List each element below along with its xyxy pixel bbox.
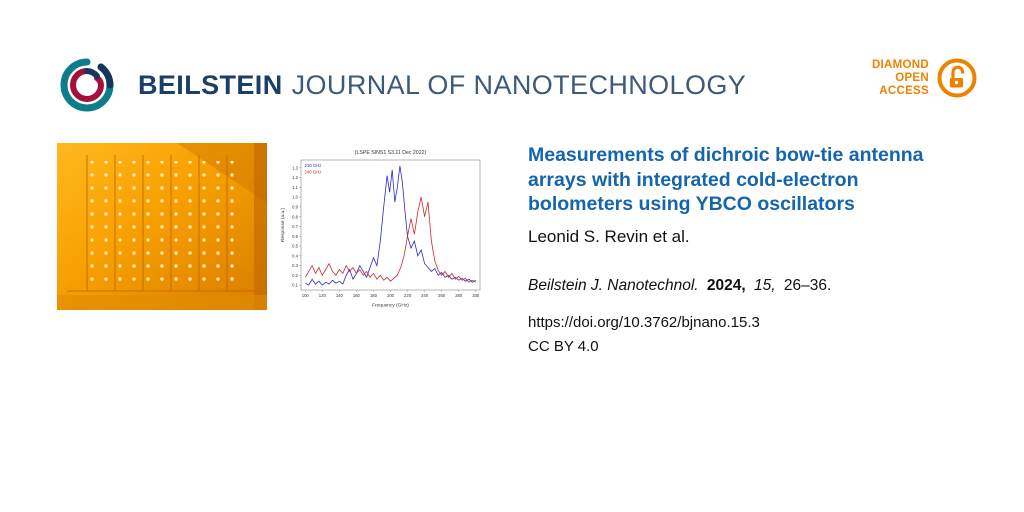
svg-text:1.2: 1.2 (292, 175, 298, 180)
article-authors: Leonid S. Revin et al. (528, 226, 690, 246)
beilstein-logo (57, 55, 117, 115)
svg-text:1.0: 1.0 (292, 195, 298, 200)
svg-text:Response (a.u.): Response (a.u.) (280, 208, 286, 243)
open-access-lock-icon (936, 57, 978, 99)
chip-micrograph (57, 143, 267, 310)
svg-text:240: 240 (421, 293, 429, 298)
svg-text:120: 120 (319, 293, 327, 298)
svg-text:Frequency (GHz): Frequency (GHz) (372, 303, 409, 309)
article-title: Measurements of dichroic bow-tie antenna… (528, 144, 924, 215)
response-chart: (LSPE SINS1 S3,11 Dec 2022) 0.1 0.2 0.3 0.4 0… (277, 143, 488, 310)
svg-text:200: 200 (387, 293, 395, 298)
svg-text:280: 280 (455, 293, 463, 298)
journal-title: BEILSTEIN JOURNAL OF NANOTECHNOLOGY (138, 55, 746, 115)
citation-journal: Beilstein J. Nanotechnol. (528, 276, 699, 294)
svg-text:0.4: 0.4 (292, 253, 298, 258)
response-chart-plot: (LSPE SINS1 S3,11 Dec 2022) 0.1 0.2 0.3 0.4 0… (280, 150, 481, 309)
svg-text:0.5: 0.5 (292, 244, 298, 249)
svg-text:0.2: 0.2 (292, 273, 298, 278)
svg-text:160: 160 (353, 293, 361, 298)
svg-text:0.7: 0.7 (292, 224, 298, 229)
open-access-badge: DIAMOND OPEN ACCESS (872, 57, 978, 99)
svg-text:300: 300 (472, 293, 480, 298)
journal-name-bold: BEILSTEIN (138, 69, 283, 100)
svg-text:180: 180 (370, 293, 378, 298)
doi-link[interactable]: https://doi.org/10.3762/bjnano.15.3 (528, 313, 760, 331)
svg-text:(LSPE SINS1 S3,11 Dec 2022): (LSPE SINS1 S3,11 Dec 2022) (355, 150, 427, 156)
svg-text:0.8: 0.8 (292, 214, 298, 219)
svg-text:1.1: 1.1 (292, 185, 298, 190)
journal-name-rest: JOURNAL OF NANOTECHNOLOGY (291, 69, 747, 100)
citation-volume: 15, (754, 276, 776, 294)
svg-text:140: 140 (336, 293, 344, 298)
citation-pages: 26–36. (783, 276, 832, 294)
svg-text:240 GHz: 240 GHz (305, 170, 322, 175)
svg-text:100: 100 (302, 293, 310, 298)
svg-text:1.3: 1.3 (292, 165, 298, 170)
beilstein-swirl-icon (60, 58, 114, 112)
svg-text:210 GHz: 210 GHz (305, 163, 322, 168)
svg-text:260: 260 (438, 293, 446, 298)
article-citation: Beilstein J. Nanotechnol. 2024, 15, 26–3… (528, 277, 968, 295)
article-meta: Measurements of dichroic bow-tie antenna… (528, 143, 968, 355)
svg-text:0.9: 0.9 (292, 205, 298, 210)
citation-year: 2024, (706, 276, 746, 294)
svg-text:0.3: 0.3 (292, 263, 298, 268)
svg-text:220: 220 (404, 293, 412, 298)
license-label: CC BY 4.0 (528, 337, 599, 355)
open-access-label: DIAMOND OPEN ACCESS (871, 58, 929, 97)
svg-text:0.1: 0.1 (292, 283, 298, 288)
svg-text:0.6: 0.6 (292, 234, 298, 239)
